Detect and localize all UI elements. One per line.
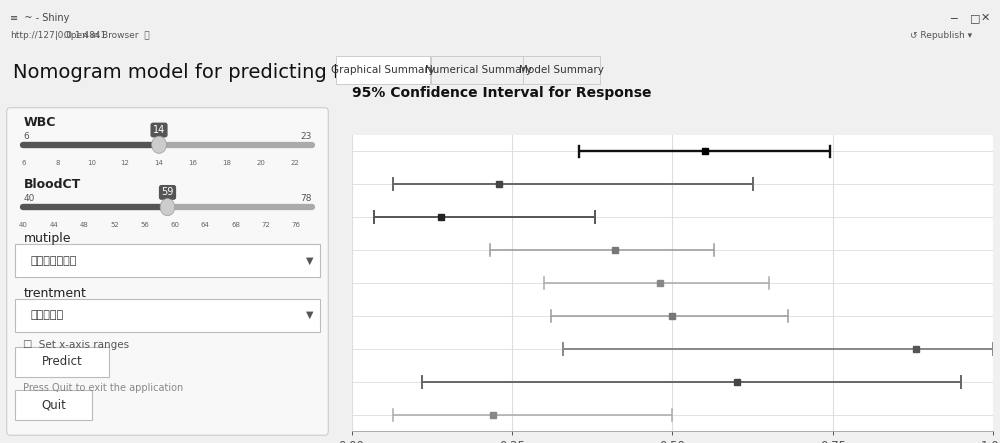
Text: 6: 6 [23,132,29,141]
Text: Predict: Predict [42,355,82,369]
Text: Model Summary: Model Summary [519,65,604,74]
Text: ↺ Republish ▾: ↺ Republish ▾ [910,31,972,40]
Text: 56: 56 [140,222,149,228]
Text: 10: 10 [87,159,96,166]
Text: 72: 72 [262,222,270,228]
Text: ≡  ~ - Shiny: ≡ ~ - Shiny [10,13,69,23]
Text: 40: 40 [19,222,28,228]
Text: 40: 40 [23,194,35,203]
Text: 52: 52 [110,222,119,228]
Text: 14: 14 [153,125,165,135]
Text: Press Quit to exit the application: Press Quit to exit the application [23,383,184,392]
Text: 18: 18 [222,159,231,166]
Text: ─: ─ [950,13,957,23]
Text: 8: 8 [55,159,60,166]
Text: 介入核素术: 介入核素术 [30,310,63,320]
Text: 20: 20 [256,159,265,166]
Text: 12: 12 [121,159,130,166]
Text: 64: 64 [201,222,210,228]
Text: ▼: ▼ [306,310,313,320]
FancyBboxPatch shape [431,56,525,84]
Text: 78: 78 [300,194,312,203]
Text: □: □ [970,13,980,23]
Text: 16: 16 [188,159,197,166]
Text: mutiple: mutiple [23,233,71,245]
Text: Numerical Summary: Numerical Summary [425,65,532,74]
FancyBboxPatch shape [523,56,600,84]
Text: 59: 59 [161,187,174,198]
Text: Nomogram model for predicting DCI: Nomogram model for predicting DCI [13,63,368,82]
FancyBboxPatch shape [15,299,320,332]
Circle shape [152,136,166,153]
Text: ☐  Set x-axis ranges: ☐ Set x-axis ranges [23,340,130,350]
Text: Graphical Summary: Graphical Summary [331,65,435,74]
FancyBboxPatch shape [15,244,320,277]
Text: http://127.0.0.1:4841: http://127.0.0.1:4841 [10,31,106,40]
Text: 60: 60 [171,222,180,228]
Text: |  Open in Browser  ⓘ: | Open in Browser ⓘ [55,31,150,40]
Text: 48: 48 [80,222,89,228]
Text: trentment: trentment [23,287,86,300]
Text: WBC: WBC [23,116,56,128]
Text: 68: 68 [231,222,240,228]
FancyBboxPatch shape [15,390,92,420]
Text: 76: 76 [292,222,301,228]
Text: ✕: ✕ [981,13,990,23]
Text: 23: 23 [300,132,312,141]
Text: 95% Confidence Interval for Response: 95% Confidence Interval for Response [352,86,651,100]
Circle shape [160,198,175,216]
Text: 44: 44 [49,222,58,228]
Text: Quit: Quit [41,398,66,411]
Text: ▼: ▼ [306,256,313,265]
Text: 6: 6 [21,159,26,166]
Text: 14: 14 [155,159,163,166]
FancyBboxPatch shape [15,347,109,377]
FancyBboxPatch shape [336,56,430,84]
FancyBboxPatch shape [7,108,328,435]
Text: 星发性内动脉瘾: 星发性内动脉瘾 [30,256,77,265]
Text: BloodCT: BloodCT [23,178,81,191]
Text: 22: 22 [290,159,299,166]
